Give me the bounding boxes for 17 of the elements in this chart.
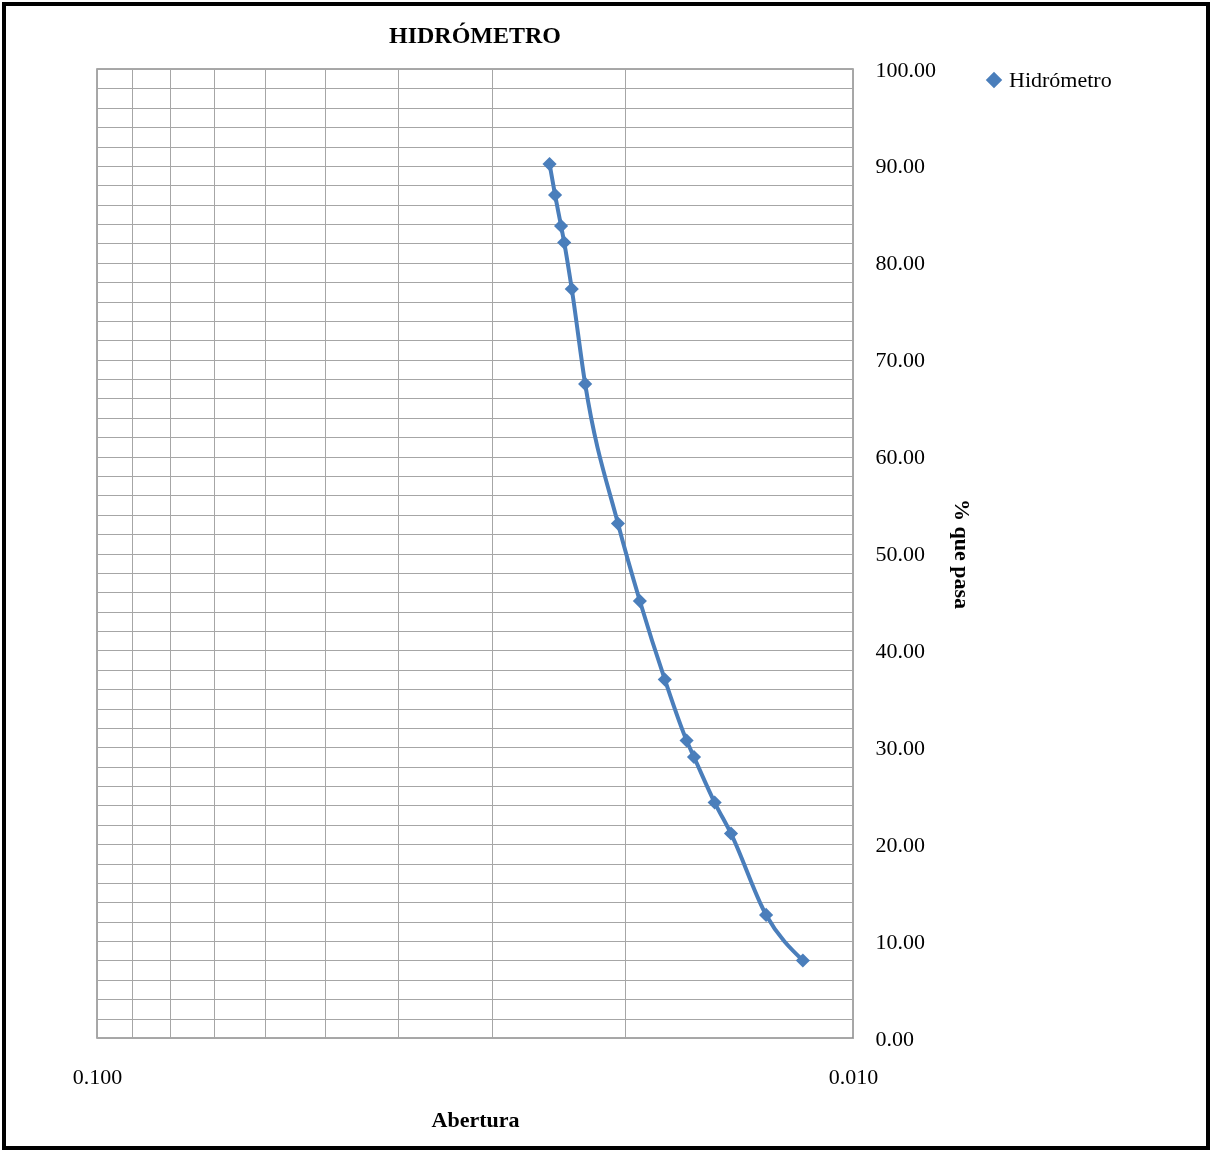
y-tick-label: 20.00 — [875, 831, 925, 857]
y-tick-label: 50.00 — [875, 541, 925, 566]
y-tick-label: 0.00 — [875, 1025, 914, 1051]
y-tick-label: 30.00 — [875, 734, 925, 760]
y-tick-label: 60.00 — [875, 444, 925, 470]
y-tick-label: 80.00 — [875, 250, 925, 276]
x-axis-title: Abertura — [431, 1106, 520, 1132]
y-tick-label: 10.00 — [875, 928, 925, 954]
y-tick-label: 40.00 — [875, 637, 925, 663]
y-tick-label: 70.00 — [875, 347, 925, 373]
chart-title: HIDRÓMETRO — [388, 22, 562, 48]
legend-label: Hidrómetro — [1009, 67, 1112, 92]
y-tick-label: 90.00 — [875, 153, 925, 179]
x-tick-label: 0.100 — [72, 1063, 123, 1089]
y-tick-label: 100.00 — [875, 56, 936, 82]
y-axis-title: % que pasa — [950, 498, 975, 610]
x-tick-label: 0.010 — [828, 1063, 879, 1089]
